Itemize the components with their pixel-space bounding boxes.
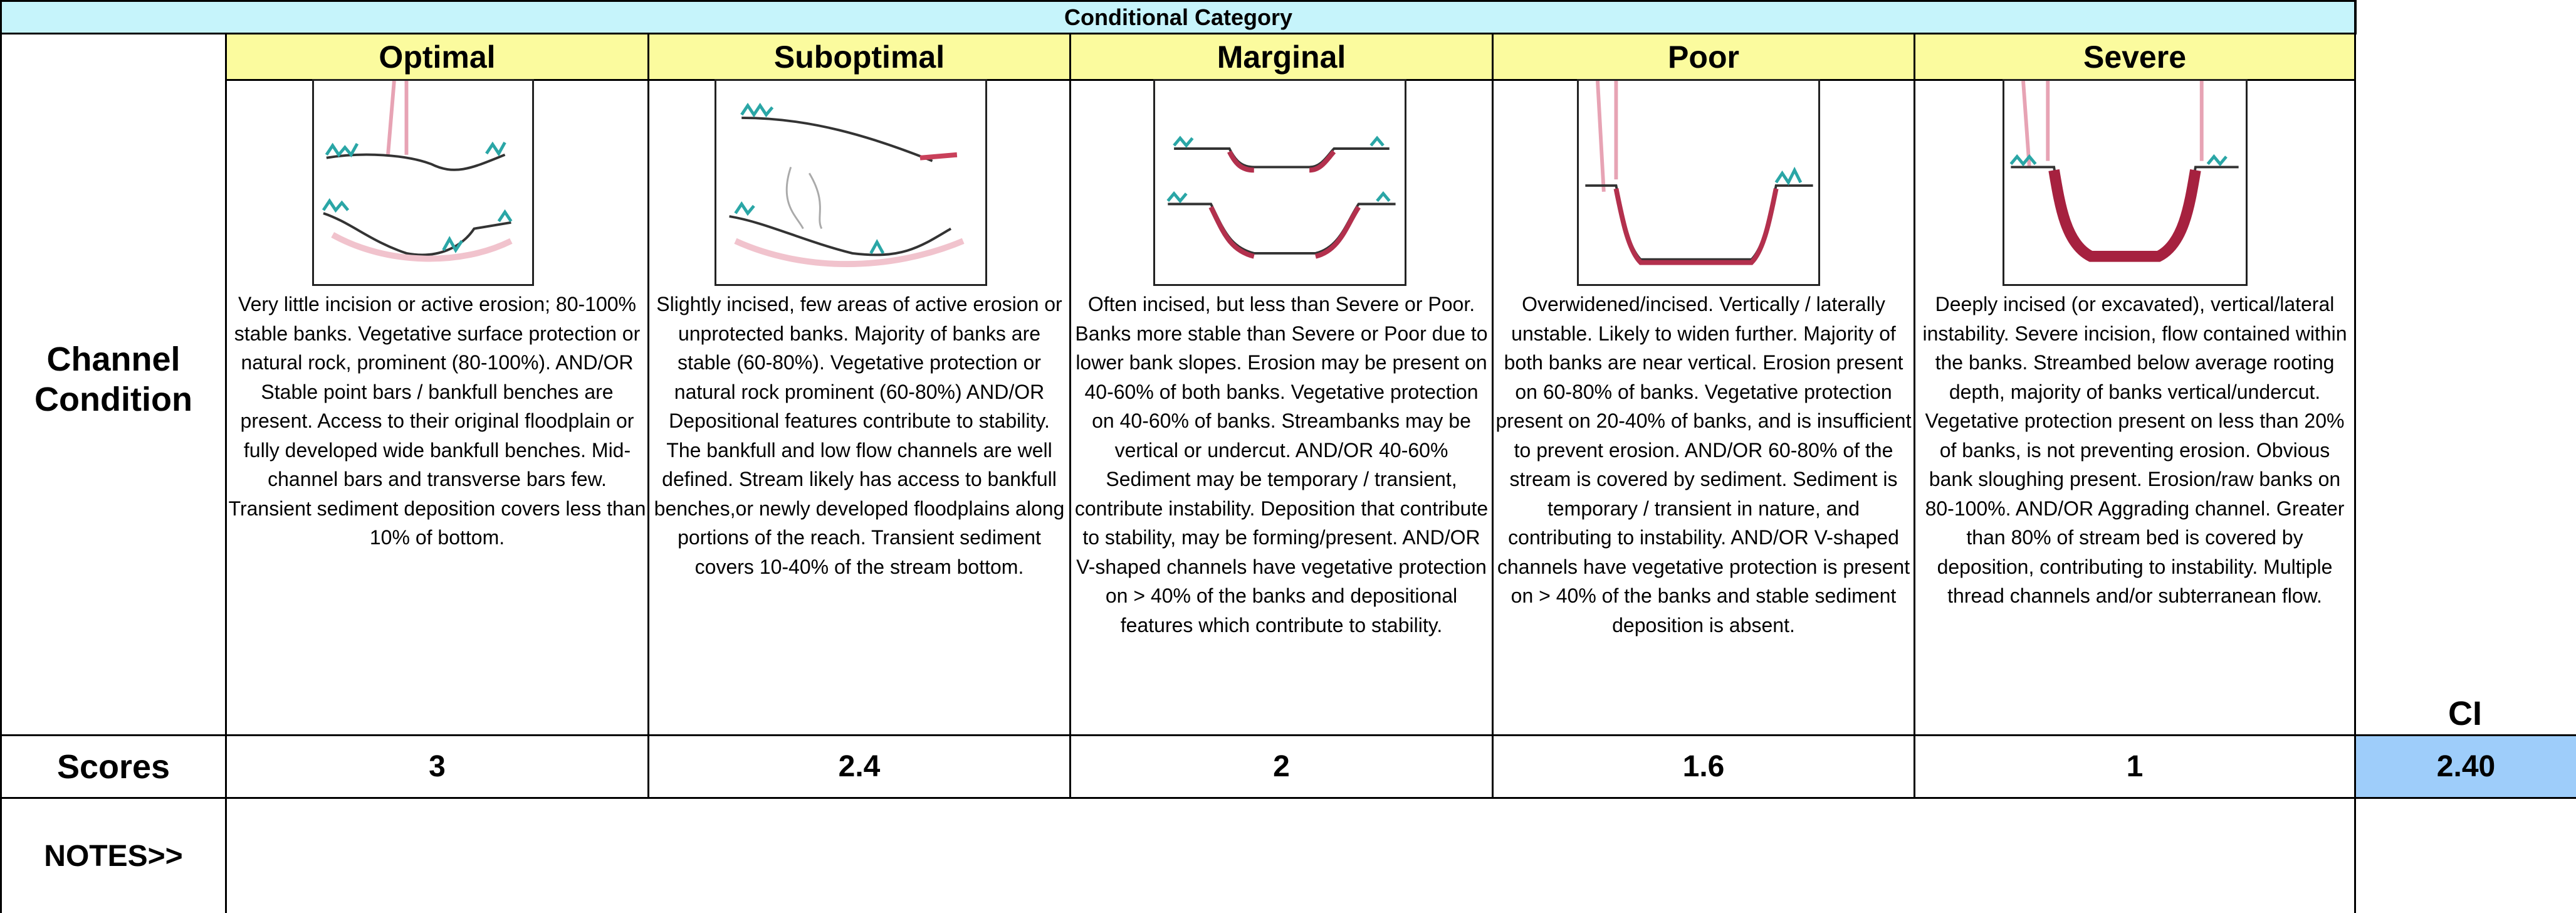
score: 2.4 [647, 734, 1071, 799]
sketch [715, 79, 987, 286]
category-header: Severe [1914, 33, 2356, 81]
sketch [1153, 79, 1406, 286]
category-header: Suboptimal [647, 33, 1071, 81]
table-title: Conditional Category [0, 0, 2357, 34]
notes-area [225, 797, 2356, 913]
category-header: Optimal [225, 33, 649, 81]
description: Often incised, but less than Severe or P… [1074, 293, 1489, 636]
sketch [2003, 79, 2248, 286]
description: Deeply incised (or excavated), vertical/… [1922, 293, 2347, 607]
sketch [1577, 79, 1820, 286]
category-header: Poor [1492, 33, 1915, 81]
sketch [312, 79, 534, 286]
ci-value: 2.40 [2354, 734, 2576, 799]
score: 3 [225, 734, 649, 799]
ci-cell [2354, 0, 2576, 799]
notes-label: NOTES>> [44, 840, 183, 873]
score: 2 [1069, 734, 1494, 799]
description: Overwidened/incised. Vertically / latera… [1495, 293, 1912, 636]
description: Very little incision or active erosion; … [228, 293, 646, 549]
ci-label: CI [2448, 695, 2482, 732]
score: 1 [1914, 734, 2356, 799]
row-label: Scores [0, 734, 227, 799]
score: 1.6 [1492, 734, 1915, 799]
category-header: Marginal [1069, 33, 1494, 81]
row-label: Channel Condition [34, 340, 192, 418]
description: Slightly incised, few areas of active er… [654, 293, 1065, 578]
